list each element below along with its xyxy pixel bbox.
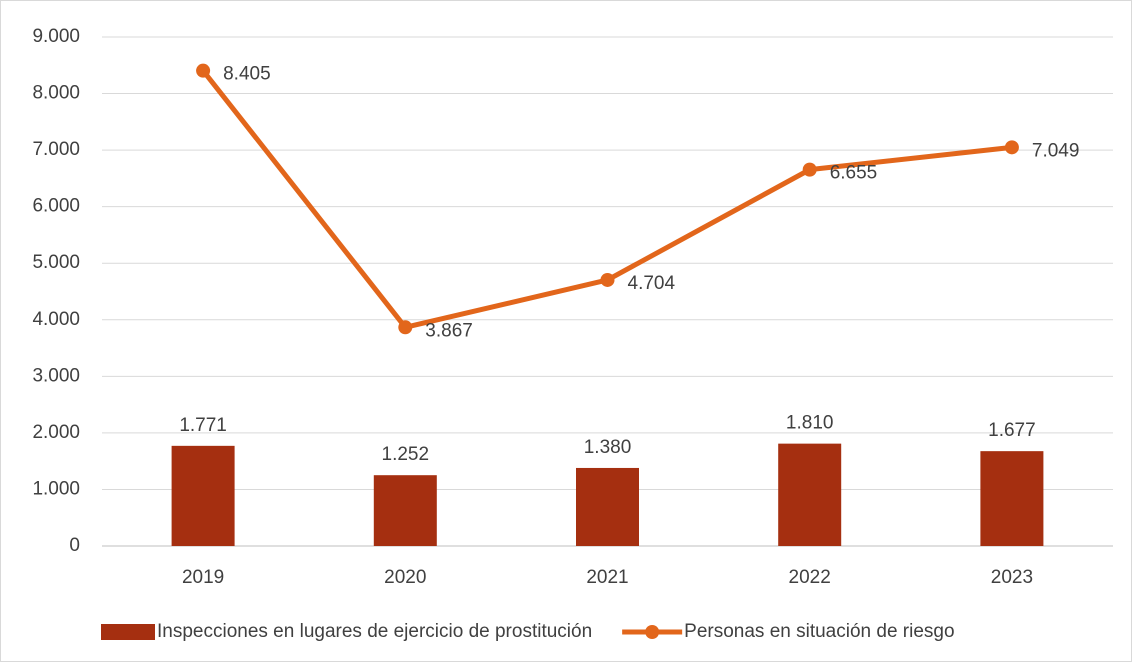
x-tick-label: 2020 <box>384 567 426 588</box>
y-tick-label: 4.000 <box>32 309 80 330</box>
legend-label: Inspecciones en lugares de ejercicio de … <box>157 621 592 642</box>
bar-value-label: 1.771 <box>179 415 227 436</box>
bar-value-label: 1.677 <box>988 420 1036 441</box>
line-value-label: 3.867 <box>425 320 473 341</box>
legend-swatch <box>101 624 155 640</box>
legend-label: Personas en situación de riesgo <box>684 621 954 642</box>
line-marker <box>1004 140 1019 155</box>
bar-value-label: 1.252 <box>382 444 430 465</box>
y-tick-label: 1.000 <box>32 478 80 499</box>
bar <box>778 443 842 546</box>
x-tick-label: 2021 <box>586 567 628 588</box>
y-tick-label: 6.000 <box>32 196 80 217</box>
x-tick-label: 2019 <box>182 567 224 588</box>
y-tick-label: 3.000 <box>32 365 80 386</box>
y-tick-label: 7.000 <box>32 139 80 160</box>
y-tick-label: 5.000 <box>32 252 80 273</box>
line-value-label: 6.655 <box>830 163 878 184</box>
y-tick-label: 0 <box>69 535 80 556</box>
x-tick-label: 2023 <box>991 567 1033 588</box>
bar-value-label: 1.380 <box>584 437 632 458</box>
line-value-label: 8.405 <box>223 64 271 85</box>
line-marker <box>802 162 817 177</box>
y-tick-label: 8.000 <box>32 83 80 104</box>
line-value-label: 7.049 <box>1032 140 1080 161</box>
line-marker <box>600 272 615 287</box>
line-value-label: 4.704 <box>628 273 676 294</box>
line-marker <box>398 320 413 335</box>
line-marker <box>196 63 211 78</box>
bar-value-label: 1.810 <box>786 413 834 434</box>
bar <box>576 467 639 546</box>
bar <box>171 445 235 546</box>
bar <box>373 475 437 546</box>
legend-swatch-marker <box>645 625 660 639</box>
y-tick-label: 9.000 <box>32 26 80 47</box>
x-tick-label: 2022 <box>789 567 831 588</box>
bar <box>980 451 1044 546</box>
y-tick-label: 2.000 <box>32 422 80 443</box>
